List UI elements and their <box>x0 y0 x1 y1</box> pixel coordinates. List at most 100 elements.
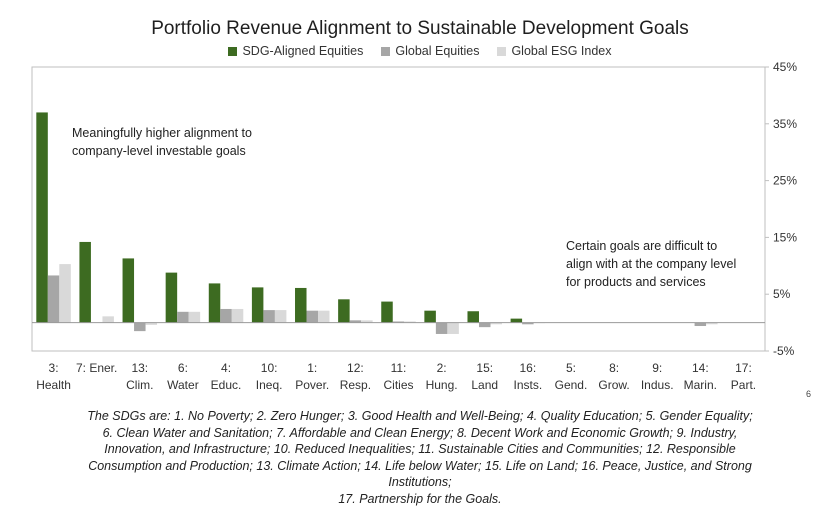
bar-global-esg-index <box>59 264 71 323</box>
bar-sdg-aligned-equities <box>510 318 523 323</box>
footnote-line: 6. Clean Water and Sanitation; 7. Afford… <box>102 425 738 440</box>
x-tick-label: 9: <box>652 361 662 375</box>
bar-sdg-aligned-equities <box>122 258 135 323</box>
legend-item-global-equities: Global Equities <box>381 44 479 58</box>
x-tick-label: Insts. <box>514 378 543 392</box>
x-tick-label: 12: <box>347 361 364 375</box>
x-tick-label: Pover. <box>295 378 329 392</box>
bar-global-equities <box>134 322 146 332</box>
bar-sdg-aligned-equities <box>424 310 436 323</box>
bar-global-equities <box>522 322 534 325</box>
legend-swatch-global-equities <box>381 46 391 56</box>
x-tick-label: 17: <box>735 361 752 375</box>
x-tick-label: 4: <box>221 361 231 375</box>
x-tick-label: 3: <box>49 361 59 375</box>
x-tick-label: Indus. <box>641 378 674 392</box>
x-tick-label: 11: <box>391 361 407 375</box>
legend-item-global-esg: Global ESG Index <box>497 44 612 58</box>
bar-global-esg-index <box>274 310 287 323</box>
x-tick-label: Educ. <box>211 378 242 392</box>
bar-global-equities <box>47 275 60 323</box>
x-axis-labels: 3: Health 7: Ener. 13: Clim. 6: Water 4: Educ. 10… <box>36 361 756 392</box>
y-axis-ticks: 45% 35% 25% 15% 5% -5% <box>765 60 797 358</box>
legend-swatch-sdg-aligned <box>228 46 238 56</box>
chart-plot: 45% 35% 25% 15% 5% -5% 3: Health 7: Ener. 13: Cli… <box>31 60 797 392</box>
y-tick-label: 45% <box>773 60 797 74</box>
x-tick-label: Resp. <box>340 378 371 392</box>
legend-swatch-global-esg <box>497 46 507 56</box>
bar-global-equities <box>349 320 362 323</box>
bar-sdg-aligned-equities <box>381 301 393 323</box>
x-tick-label: Grow. <box>598 378 629 392</box>
x-tick-label: Marin. <box>684 378 717 392</box>
annotation-text: company-level investable goals <box>72 144 246 158</box>
page-number: 6 <box>806 389 812 399</box>
bar-global-equities <box>694 322 707 327</box>
bar-global-esg-index <box>490 322 502 325</box>
bar-global-equities <box>306 310 319 323</box>
legend-label-global-esg: Global ESG Index <box>511 44 612 58</box>
bar-global-equities <box>177 311 189 323</box>
bar-sdg-aligned-equities <box>251 287 264 323</box>
y-tick-label: -5% <box>773 344 795 358</box>
footnote-line: Institutions; <box>388 475 452 489</box>
x-tick-label: 10: <box>261 361 278 375</box>
bar-global-esg-index <box>145 322 158 325</box>
footnote-line: Consumption and Production; 13. Climate … <box>88 458 752 473</box>
chart-title: Portfolio Revenue Alignment to Sustainab… <box>151 18 689 39</box>
bar-sdg-aligned-equities <box>36 112 48 323</box>
legend-item-sdg-aligned: SDG-Aligned Equities <box>228 44 363 58</box>
bar-sdg-aligned-equities <box>467 311 479 323</box>
annotation-text: Meaningfully higher alignment to <box>72 126 252 140</box>
bar-sdg-aligned-equities <box>338 299 350 323</box>
bar-global-esg-index <box>318 310 330 323</box>
x-tick-label: Cities <box>383 378 413 392</box>
y-tick-label: 5% <box>773 287 791 301</box>
annotations-group: Meaningfully higher alignment to company-… <box>72 126 736 289</box>
x-tick-label: Land <box>471 378 498 392</box>
legend-label-global-equities: Global Equities <box>395 44 480 58</box>
annotation-text: for products and services <box>566 275 706 289</box>
x-tick-label: 1: <box>307 361 317 375</box>
footnote-line: The SDGs are: 1. No Poverty; 2. Zero Hun… <box>87 409 753 423</box>
annotation-text: align with at the company level <box>566 257 736 271</box>
x-tick-label: 13: <box>131 361 148 375</box>
plot-area-border <box>31 66 766 352</box>
footnote-line: 17. Partnership for the Goals. <box>338 491 502 506</box>
bar-global-esg-index <box>404 321 416 323</box>
legend-label-sdg-aligned: SDG-Aligned Equities <box>242 44 364 58</box>
bar-global-esg-index <box>447 322 459 334</box>
bar-global-equities <box>478 322 491 328</box>
x-tick-label: Water <box>167 378 199 392</box>
bar-global-esg-index <box>231 308 244 323</box>
x-tick-label: Gend. <box>555 378 588 392</box>
bar-global-equities <box>263 310 275 323</box>
x-tick-label: 6: <box>178 361 188 375</box>
x-tick-label: Clim. <box>126 378 153 392</box>
bar-global-esg-index <box>706 322 718 325</box>
bar-global-equities <box>435 322 448 334</box>
bar-global-equities <box>392 321 405 323</box>
sdg-footnote: The SDGs are: 1. No Poverty; 2. Zero Hun… <box>60 408 780 507</box>
y-tick-label: 15% <box>773 230 797 244</box>
x-tick-label: Part. <box>731 378 756 392</box>
bar-sdg-aligned-equities <box>165 272 178 323</box>
bar-global-esg-index <box>361 320 373 323</box>
bar-global-equities <box>220 308 232 323</box>
bars-group <box>36 112 718 334</box>
bar-sdg-aligned-equities <box>79 241 91 323</box>
bar-sdg-aligned-equities <box>295 287 307 323</box>
x-tick-label: Health <box>36 378 71 392</box>
x-tick-label: 5: <box>566 361 576 375</box>
x-tick-label: 14: <box>692 361 709 375</box>
x-tick-label: 16: <box>520 361 537 375</box>
x-tick-label: 15: <box>476 361 493 375</box>
bar-global-esg-index <box>188 311 201 323</box>
footnote-line: Innovation, and Infrastructure; 10. Redu… <box>104 442 736 456</box>
x-tick-label: Hung. <box>426 378 458 392</box>
x-tick-label: 2: <box>437 361 447 375</box>
x-tick-label: 8: <box>609 361 619 375</box>
bar-sdg-aligned-equities <box>208 283 221 323</box>
chart-legend: SDG-Aligned Equities Global Equities Glo… <box>0 44 840 58</box>
bar-global-esg-index <box>102 316 114 323</box>
